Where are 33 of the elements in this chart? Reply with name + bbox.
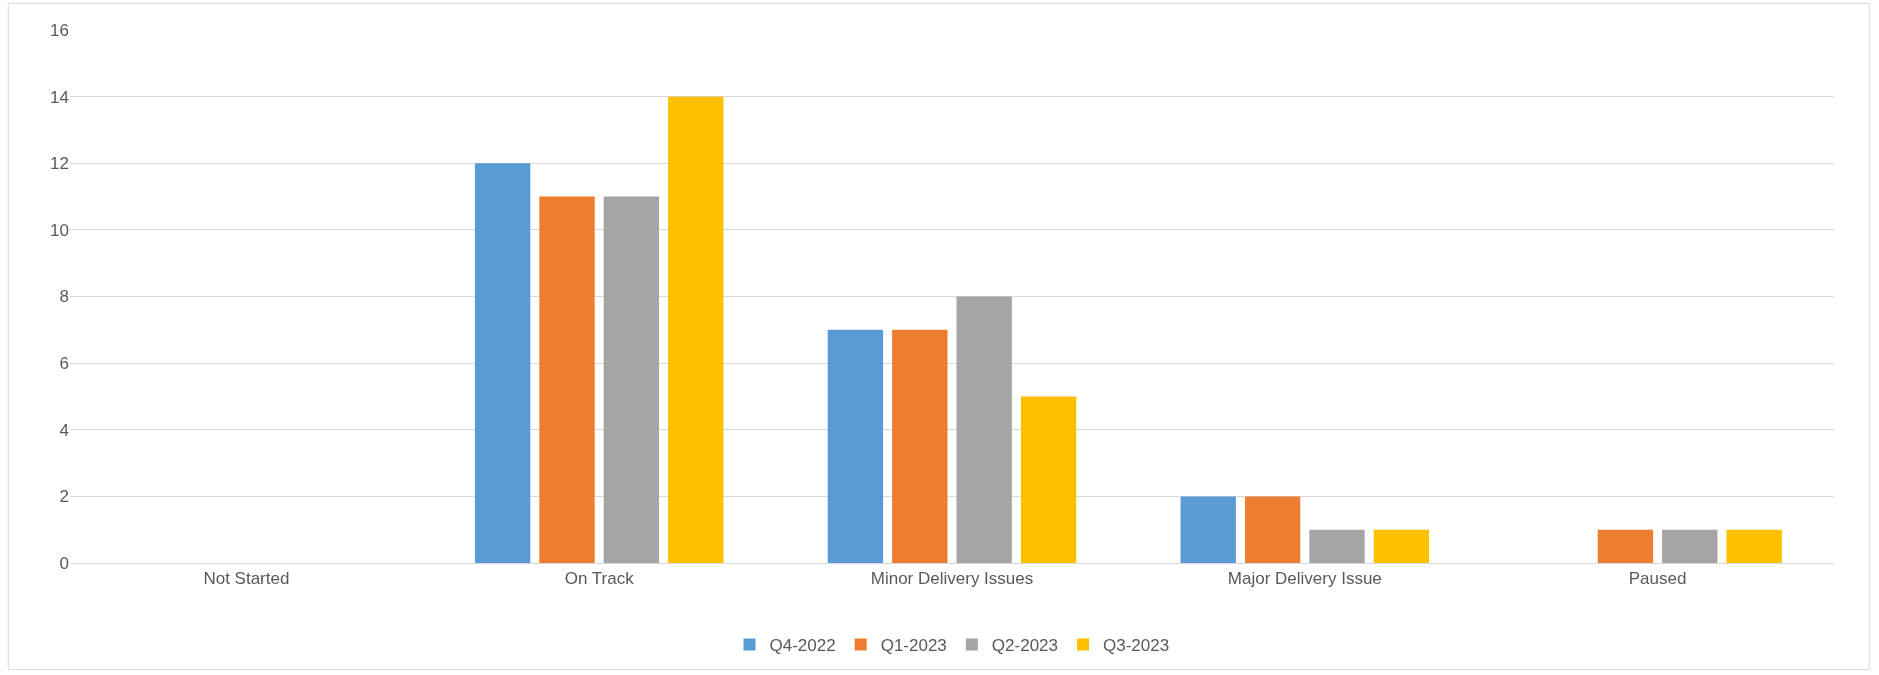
x-tick-label: On Track: [564, 569, 635, 589]
bar: [827, 329, 884, 563]
bar: [1244, 496, 1301, 563]
legend-label: Q2-2023: [991, 636, 1059, 656]
bar: [956, 296, 1012, 563]
bar: [668, 96, 724, 563]
y-tick-label: 16: [50, 20, 69, 40]
bar: [1662, 529, 1718, 563]
bar: [1180, 496, 1236, 563]
y-tick-label: 2: [59, 487, 69, 507]
y-tick-label: 4: [59, 420, 69, 440]
legend-label: Q4-2022: [769, 636, 836, 656]
bar: [1373, 529, 1430, 563]
bar: [1309, 529, 1365, 563]
bar: [892, 329, 948, 563]
y-tick-label: 10: [50, 220, 69, 240]
bar: [1597, 529, 1654, 563]
y-tick-label: 8: [59, 287, 69, 307]
y-tick-label: 0: [59, 553, 69, 573]
bar: [539, 196, 595, 563]
legend-label: Q1-2023: [880, 636, 947, 656]
bar: [1726, 529, 1782, 563]
bar: [603, 196, 660, 563]
y-tick-label: 12: [50, 154, 69, 174]
x-tick-label: Paused: [1628, 569, 1687, 589]
y-tick-label: 14: [50, 87, 69, 107]
x-tick-label: Not Started: [203, 569, 290, 589]
x-tick-label: Major Delivery Issue: [1227, 569, 1382, 589]
bar: [1020, 396, 1077, 563]
y-tick-label: 6: [59, 354, 69, 374]
x-tick-label: Minor Delivery Issues: [870, 569, 1034, 589]
bar: [474, 163, 531, 563]
legend-label: Q3-2023: [1103, 636, 1170, 656]
